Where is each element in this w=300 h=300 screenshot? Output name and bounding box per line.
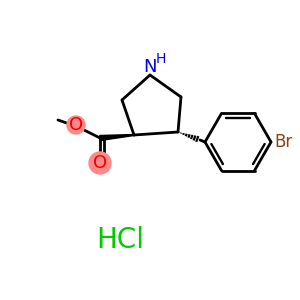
Text: Br: Br bbox=[274, 133, 292, 151]
Circle shape bbox=[67, 116, 85, 134]
Text: H: H bbox=[156, 52, 166, 66]
Text: O: O bbox=[69, 116, 83, 134]
Circle shape bbox=[89, 152, 111, 174]
Text: HCl: HCl bbox=[96, 226, 144, 254]
Text: N: N bbox=[143, 58, 157, 76]
Text: O: O bbox=[93, 154, 107, 172]
Polygon shape bbox=[100, 134, 134, 140]
